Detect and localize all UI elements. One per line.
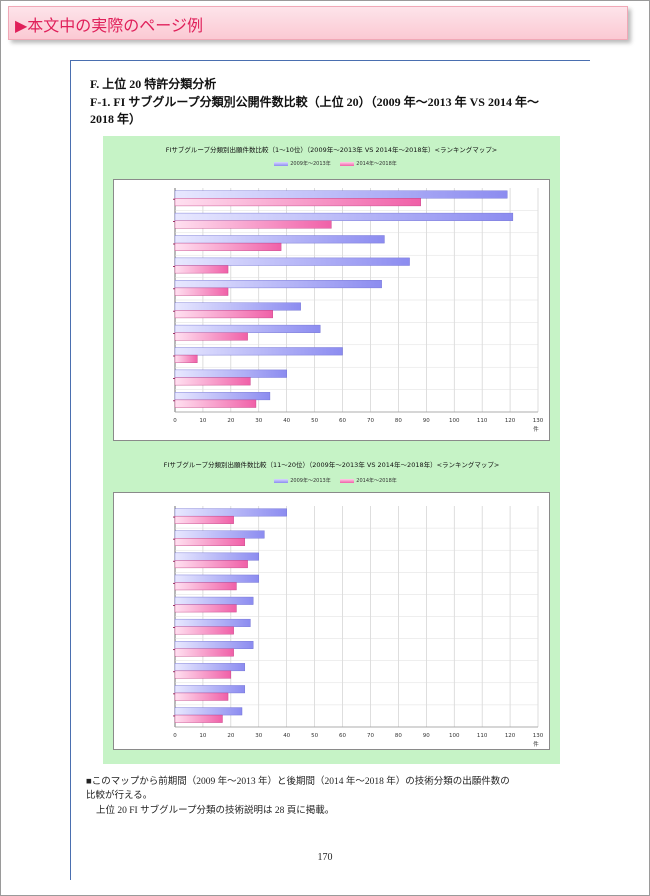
x-tick-label: 50 bbox=[311, 418, 318, 424]
bar-series1 bbox=[174, 618, 251, 627]
chart2-legend: 2009年〜2013年 2014年〜2018年 bbox=[103, 477, 560, 484]
bar-series2 bbox=[174, 198, 421, 207]
x-tick-label: 90 bbox=[423, 733, 430, 739]
chart1-legend-series1: 2009年〜2013年 bbox=[290, 161, 331, 167]
bar-series1 bbox=[174, 574, 259, 583]
bar-series1 bbox=[174, 369, 287, 378]
chart2-legend-series2: 2014年〜2018年 bbox=[356, 478, 397, 484]
bar-series1 bbox=[174, 324, 321, 333]
bar-series2 bbox=[174, 670, 232, 679]
x-tick-label: 60 bbox=[339, 418, 346, 424]
bar-series1 bbox=[174, 685, 246, 694]
x-tick-label: 110 bbox=[477, 418, 488, 424]
bar-series1 bbox=[174, 190, 508, 199]
document-top-border bbox=[70, 60, 590, 61]
legend-swatch-series2 bbox=[340, 161, 355, 166]
x-tick-label: 20 bbox=[227, 733, 234, 739]
chart2-legend-series1: 2009年〜2013年 bbox=[290, 478, 331, 484]
bar-series2 bbox=[174, 626, 234, 635]
x-tick-label: 70 bbox=[367, 418, 374, 424]
bar-series2 bbox=[174, 582, 237, 591]
x-tick-label: 130 bbox=[533, 418, 544, 424]
x-tick-label: 30 bbox=[255, 733, 262, 739]
document-left-border bbox=[70, 60, 71, 880]
chart2-plot-area: 0 10 20 30 40 50 60 70 80 90 100 110 120 130 件 bbox=[113, 492, 550, 750]
x-tick-label: 20 bbox=[227, 418, 234, 424]
x-tick-label: 40 bbox=[283, 418, 290, 424]
bar-series1 bbox=[174, 392, 271, 401]
x-tick-label: 70 bbox=[367, 733, 374, 739]
banner-title: ▶本文中の実際のページ例 bbox=[15, 16, 203, 35]
x-tick-label: 80 bbox=[395, 733, 402, 739]
bar-series2 bbox=[174, 515, 234, 524]
x-tick-label: 110 bbox=[477, 733, 488, 739]
x-tick-label: 30 bbox=[255, 418, 262, 424]
bar-series1 bbox=[174, 707, 243, 716]
page-number: 170 bbox=[317, 852, 333, 863]
bar-series2 bbox=[174, 220, 332, 229]
bar-series2 bbox=[174, 377, 251, 386]
x-tick-label: 10 bbox=[199, 733, 206, 739]
legend-swatch-series1 bbox=[274, 478, 289, 483]
x-tick-label: 120 bbox=[505, 733, 516, 739]
bar-series2 bbox=[174, 399, 257, 408]
note-line2: 比較が行える。 bbox=[86, 791, 153, 801]
bar-series1 bbox=[174, 530, 265, 539]
x-tick-label: 60 bbox=[339, 733, 346, 739]
chart1-legend: 2009年〜2013年 2014年〜2018年 bbox=[103, 160, 560, 167]
bar-series1 bbox=[174, 280, 382, 289]
bar-series2 bbox=[174, 538, 246, 546]
chart2-title: FIサブグループ分類別出願件数比較（11〜20位）（2009年〜2013年 VS… bbox=[163, 461, 500, 469]
bar-series1 bbox=[174, 235, 385, 244]
x-unit-label: 件 bbox=[533, 425, 539, 433]
x-tick-label: 100 bbox=[449, 733, 460, 739]
bar-series2 bbox=[174, 604, 237, 613]
note-line1: ■このマップから前期間（2009 年〜2013 年）と後期間（2014 年〜20… bbox=[86, 777, 510, 787]
bar-series2 bbox=[174, 560, 248, 569]
bar-series2 bbox=[174, 354, 198, 363]
x-unit-label: 件 bbox=[533, 740, 539, 748]
legend-swatch-series2 bbox=[340, 478, 355, 483]
legend-swatch-series1 bbox=[274, 161, 289, 166]
title-banner: ▶本文中の実際のページ例 bbox=[8, 6, 628, 40]
bar-series1 bbox=[174, 257, 410, 266]
bar-series2 bbox=[174, 692, 229, 701]
chart1-legend-series2: 2014年〜2018年 bbox=[356, 161, 397, 167]
x-tick-label: 10 bbox=[199, 418, 206, 424]
bar-series2 bbox=[174, 648, 234, 657]
bar-series2 bbox=[174, 287, 229, 296]
bar-series1 bbox=[174, 663, 246, 672]
x-tick-label: 90 bbox=[423, 418, 430, 424]
x-tick-label: 0 bbox=[173, 733, 177, 739]
subsection-heading-line2: 2018 年） bbox=[90, 112, 142, 126]
bar-series1 bbox=[174, 302, 301, 311]
bar-series1 bbox=[174, 212, 514, 221]
bar-series1 bbox=[174, 596, 254, 605]
x-tick-label: 50 bbox=[311, 733, 318, 739]
x-tick-label: 120 bbox=[505, 418, 516, 424]
x-tick-label: 0 bbox=[173, 418, 177, 424]
bar-series1 bbox=[174, 508, 287, 517]
chart1-plot-area: 0 10 20 30 40 50 60 70 80 90 100 110 120 130 件 bbox=[113, 179, 550, 441]
x-tick-label: 100 bbox=[449, 418, 460, 424]
subsection-heading-line1: F-1. FI サブグループ分類別公開件数比較（上位 20）（2009 年〜20… bbox=[90, 95, 539, 109]
x-tick-label: 130 bbox=[533, 733, 544, 739]
bar-series1 bbox=[174, 347, 343, 356]
note-line3: 上位 20 FI サブグループ分類の技術説明は 28 頁に掲載。 bbox=[96, 806, 335, 816]
bar-series2 bbox=[174, 265, 229, 274]
bar-series2 bbox=[174, 310, 273, 319]
bar-series2 bbox=[174, 242, 282, 251]
bar-series2 bbox=[174, 332, 248, 341]
chart1-title: FIサブグループ分類別出願件数比較（1〜10位）（2009年〜2013年 VS … bbox=[165, 146, 498, 154]
bar-series1 bbox=[174, 552, 259, 561]
x-tick-label: 80 bbox=[395, 418, 402, 424]
bar-series2 bbox=[174, 714, 223, 723]
bar-series1 bbox=[174, 641, 254, 649]
x-tick-label: 40 bbox=[283, 733, 290, 739]
section-heading: F. 上位 20 特許分類分析 bbox=[90, 77, 217, 91]
